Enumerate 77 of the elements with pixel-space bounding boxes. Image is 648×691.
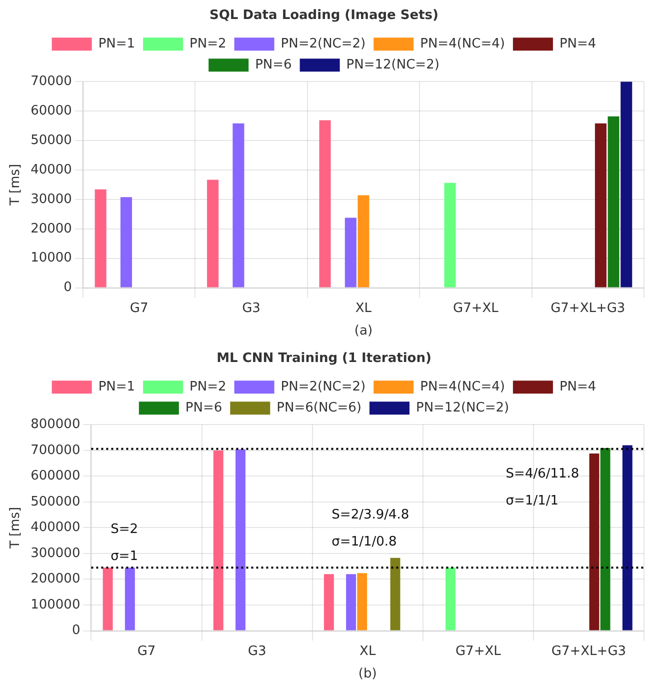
bar xyxy=(207,180,219,288)
bar xyxy=(232,123,244,288)
x-tick-label: G7 xyxy=(137,644,156,659)
x-axis-title: (a) xyxy=(354,324,373,339)
y-tick-label: 600000 xyxy=(30,468,80,484)
x-tick-label: G3 xyxy=(242,300,260,316)
legend-label: PN=4 xyxy=(559,36,596,52)
chart-title: ML CNN Training (1 Iteration) xyxy=(216,351,432,366)
bar xyxy=(622,445,632,630)
y-tick-label: 60000 xyxy=(30,103,72,118)
bar xyxy=(319,120,331,288)
legend-label: PN=6 xyxy=(255,57,292,72)
y-tick-label: 40000 xyxy=(30,162,72,178)
bar xyxy=(344,218,356,288)
annotation: σ=1 xyxy=(110,548,138,564)
legend-label: PN=4(NC=4) xyxy=(420,36,505,52)
bar xyxy=(608,116,620,288)
bar xyxy=(589,453,600,630)
y-tick-label: 0 xyxy=(64,280,72,296)
y-tick-label: 20000 xyxy=(30,221,72,236)
bar xyxy=(446,568,456,630)
legend-label: PN=1 xyxy=(98,379,136,394)
y-tick-label: 50000 xyxy=(30,132,72,148)
legend-label: PN=1 xyxy=(98,36,136,52)
bar xyxy=(213,450,224,630)
legend-label: PN=2(NC=2) xyxy=(280,379,366,394)
x-tick-label: XL xyxy=(355,300,372,316)
x-tick-label: G7+XL xyxy=(455,644,502,659)
y-tick-label: 70000 xyxy=(30,74,72,89)
y-tick-label: 30000 xyxy=(30,192,72,207)
y-tick-label: 0 xyxy=(72,623,80,638)
legend-label: PN=2(NC=2) xyxy=(280,36,366,52)
annotation: σ=1/1/1 xyxy=(506,493,559,508)
y-axis-title: T [ms] xyxy=(8,506,24,550)
bar xyxy=(594,123,606,288)
x-tick-label: XL xyxy=(360,644,376,659)
legend-label: PN=6(NC=6) xyxy=(276,400,362,416)
x-tick-label: G7+XL+G3 xyxy=(551,644,626,659)
bar xyxy=(124,568,135,630)
bar xyxy=(390,558,400,630)
legend-label: PN=12(NC=2) xyxy=(346,57,440,72)
legend-label: PN=12(NC=2) xyxy=(416,400,510,416)
y-tick-label: 100000 xyxy=(30,597,80,612)
x-tick-label: G7+XL+G3 xyxy=(550,300,626,316)
bar xyxy=(324,574,334,630)
bar xyxy=(600,448,610,630)
legend-label: PN=2 xyxy=(190,36,226,52)
x-tick-label: G7 xyxy=(130,300,148,316)
y-tick-label: 200000 xyxy=(30,572,80,587)
y-tick-label: 700000 xyxy=(30,442,80,458)
x-tick-label: G7+XL xyxy=(452,300,500,316)
bar xyxy=(620,82,632,288)
y-axis-title: T [ms] xyxy=(8,164,24,207)
bar xyxy=(120,197,132,288)
x-axis-title: (b) xyxy=(358,666,377,682)
annotation: S=4/6/11.8 xyxy=(506,466,580,482)
legend-label: PN=4 xyxy=(559,379,596,394)
y-tick-label: 10000 xyxy=(30,250,72,266)
annotation: σ=1/1/0.8 xyxy=(332,534,397,550)
legend-label: PN=2 xyxy=(190,379,226,394)
legend-label: PN=6 xyxy=(185,400,222,416)
bar xyxy=(94,189,106,288)
bar xyxy=(358,195,370,288)
bar xyxy=(236,449,246,630)
y-tick-label: 300000 xyxy=(30,546,80,561)
legend-label: PN=4(NC=4) xyxy=(420,379,505,394)
chart-title: SQL Data Loading (Image Sets) xyxy=(210,8,438,24)
x-tick-label: G3 xyxy=(248,644,266,659)
annotation: S=2/3.9/4.8 xyxy=(332,508,410,523)
bar xyxy=(444,182,456,288)
bar xyxy=(102,568,113,630)
y-tick-label: 800000 xyxy=(30,416,80,432)
y-tick-label: 500000 xyxy=(30,494,80,510)
bar xyxy=(346,574,356,630)
annotation: S=2 xyxy=(110,522,138,538)
bar xyxy=(357,573,368,630)
y-tick-label: 400000 xyxy=(30,520,80,536)
